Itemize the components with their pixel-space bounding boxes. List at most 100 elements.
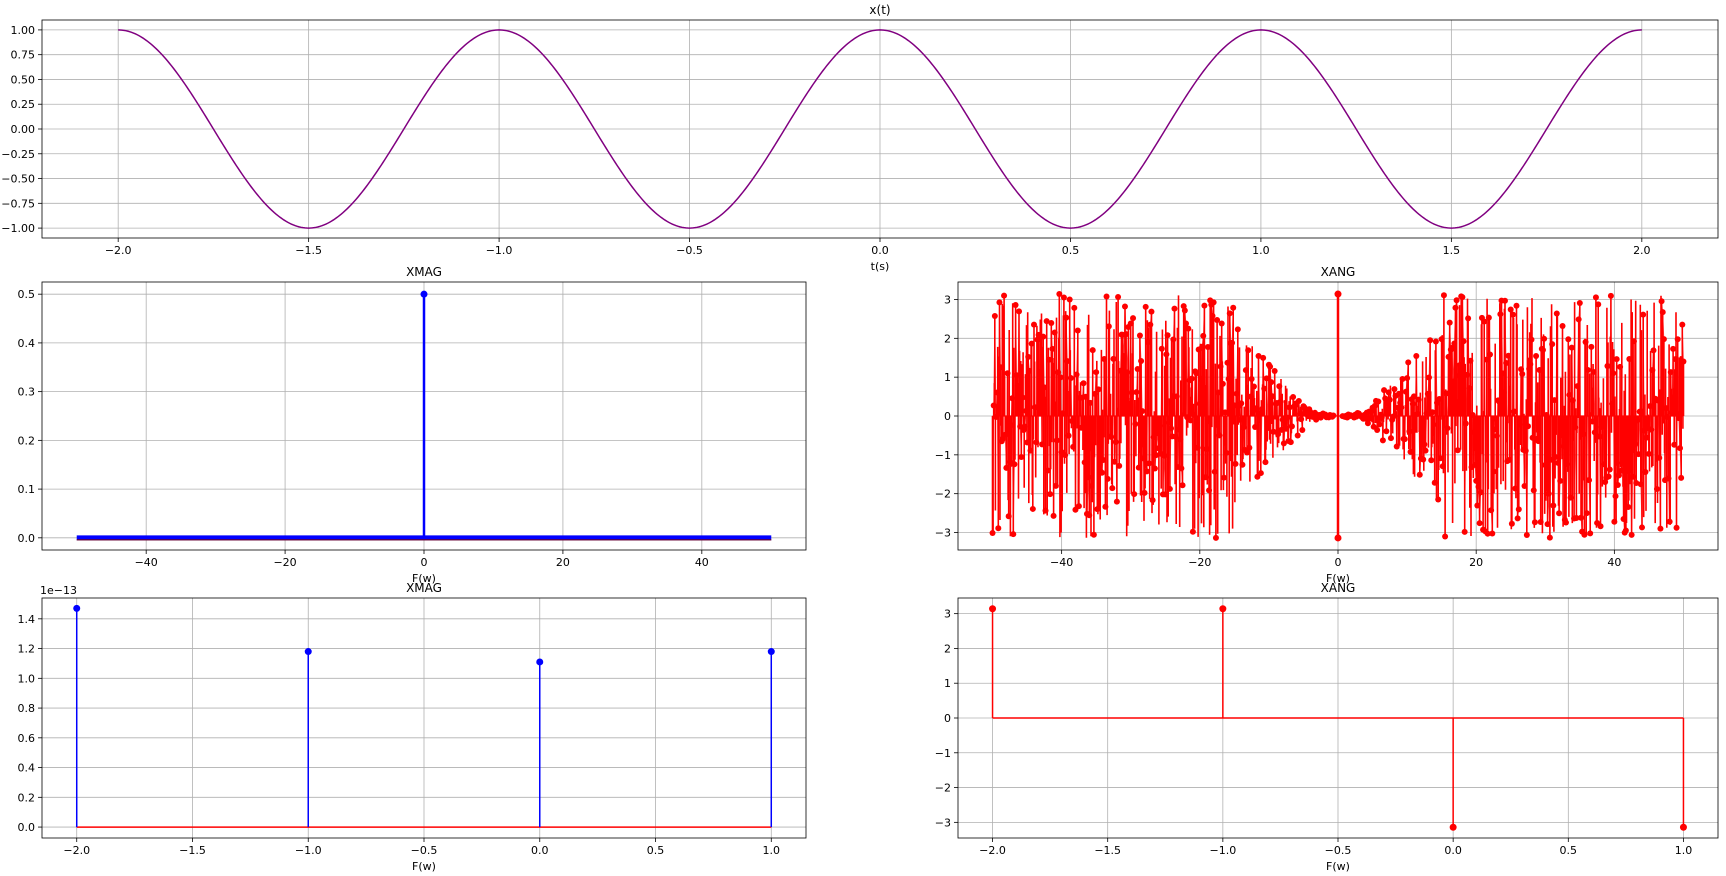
stem-marker [1042,507,1049,514]
stem-marker [1204,344,1211,351]
stem-marker [1134,366,1141,373]
stem-marker [1014,382,1021,389]
stem-marker [1133,389,1140,396]
stem-marker [1672,356,1679,363]
stem-marker [1557,477,1564,484]
x-tick-label: −40 [1050,556,1073,569]
stem-marker [1548,456,1555,463]
stem-marker [1599,419,1606,426]
stem-marker [1551,397,1558,404]
stem-marker [1201,302,1208,309]
stem-marker [995,525,1002,532]
stem-marker [1029,505,1036,512]
stem-marker [1286,404,1293,411]
stem-marker [1299,427,1306,434]
stem-marker [1050,512,1057,519]
stem-marker [1455,372,1462,379]
stem-marker [1234,326,1241,333]
stem-marker [990,402,997,409]
stem-marker [1161,452,1168,459]
stem-marker [1271,368,1278,375]
x-tick-label: −40 [135,556,158,569]
y-tick-label: −3 [935,527,951,540]
stem-marker [1024,439,1031,446]
stem-marker [1575,316,1582,323]
stem-marker [1006,458,1013,465]
stem-marker [1178,465,1185,472]
stem-marker [1261,385,1268,392]
stem-marker [1635,451,1642,458]
stem-marker [1446,319,1453,326]
stem-marker [1489,530,1496,537]
stem-marker [1260,354,1267,361]
stem-marker [1560,443,1567,450]
stem-marker [767,648,775,656]
stem-marker [1238,400,1245,407]
stem-marker [1505,352,1512,359]
y-tick-label: 0.3 [18,386,36,399]
stem-marker [1604,362,1611,369]
stem-marker [1552,453,1559,460]
stem-marker [1569,397,1576,404]
stem-marker [1155,445,1162,452]
stem-marker [1231,402,1238,409]
stem-marker [1070,443,1077,450]
stem-marker [1449,344,1455,351]
stem-marker [1276,383,1283,390]
stem-marker [1567,494,1574,501]
stem-marker [1003,464,1010,471]
stem-marker [420,290,428,298]
stem-marker [1522,447,1529,454]
stem-marker [1194,444,1201,451]
stem-marker [1277,398,1284,405]
stem-marker [1021,423,1028,430]
x-tick-label: 0 [1335,556,1342,569]
x-tick-label: 0.0 [871,244,889,257]
x-tick-label: 1.0 [763,844,781,857]
stem-marker [1219,380,1226,387]
stem-marker [1088,483,1095,490]
stem-marker [1620,516,1627,523]
stem-marker [1086,512,1093,519]
stem-marker [1428,457,1435,464]
stem-marker [1463,371,1470,378]
stem-marker [1507,306,1514,313]
stem-marker [1409,400,1416,407]
stem-marker [1516,421,1523,428]
data-layer [989,290,1687,542]
stem-marker [1069,418,1075,425]
chart-xang2: −2.0 −1.5 −1.0 −0.5 0.0 0.5 1.0 3 2 1 0 −1 −2 −3 XANG F… [935,581,1719,873]
y-tick-label: 1 [944,677,951,690]
spike-marker [1334,534,1342,542]
stem-marker [1673,524,1680,531]
stem-marker [1487,351,1493,358]
stem-marker [1674,336,1681,343]
stem-marker [1081,459,1088,466]
stem-marker [1435,496,1442,503]
stem-marker [1675,415,1682,422]
stem-marker [1527,361,1534,368]
stem-marker [1063,314,1070,321]
stem-marker [1533,353,1540,360]
stem-marker [991,312,998,319]
stem-marker [1655,397,1662,404]
stem-marker [1622,527,1629,534]
stem-marker [1148,308,1155,315]
ticks [954,613,1684,842]
stem-marker [1043,318,1050,325]
stem-marker [1145,339,1151,346]
stem-marker [1501,297,1508,304]
stem-marker [1519,370,1526,377]
data-layer [73,604,775,828]
stem-marker [1176,426,1183,433]
stem-marker [1439,463,1446,470]
stem-marker [1170,336,1177,343]
y-tick-label: −2 [935,782,951,795]
stem-marker [1549,341,1556,348]
stem-marker [1245,347,1252,354]
stem-marker [1518,366,1525,373]
stem-marker [1450,378,1457,385]
stem-marker [1199,343,1206,350]
stem-marker [1218,320,1225,327]
stem-marker [1648,426,1655,433]
